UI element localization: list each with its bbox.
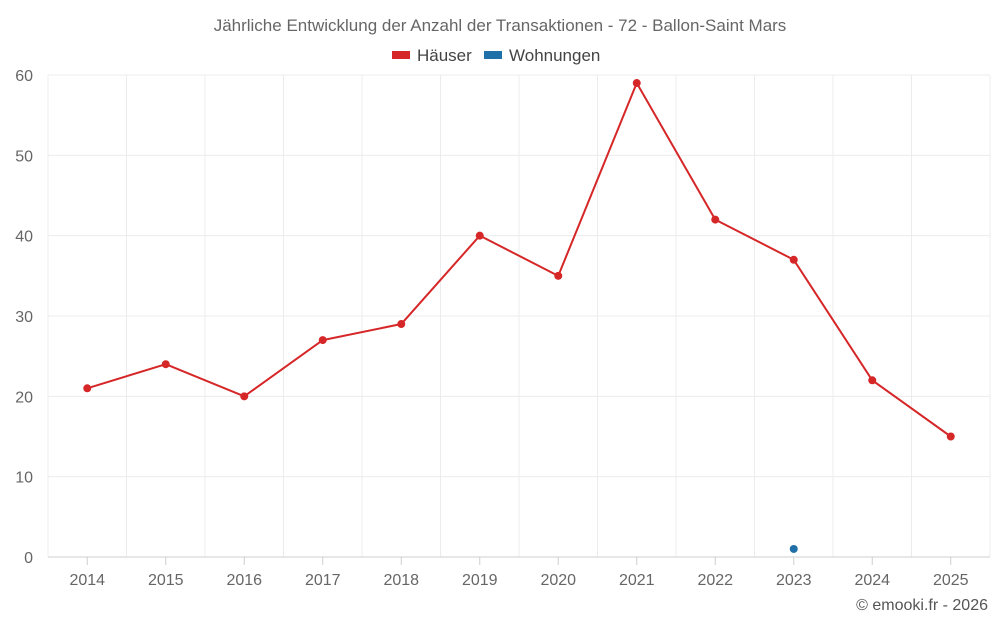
y-tick-label: 60 (15, 68, 33, 85)
x-tick-label: 2018 (383, 572, 419, 589)
data-point-haeuser[interactable] (397, 320, 406, 329)
x-tick-label: 2022 (697, 572, 733, 589)
legend-label-haeuser: Häuser (417, 46, 472, 65)
data-point-haeuser[interactable] (789, 255, 798, 264)
x-tick-label: 2014 (69, 572, 105, 589)
legend-item-wohnungen[interactable]: Wohnungen (484, 46, 600, 65)
y-tick-label: 0 (24, 550, 33, 567)
data-point-haeuser[interactable] (632, 79, 641, 88)
data-point-haeuser[interactable] (161, 360, 170, 369)
gridlines (47, 74, 991, 557)
data-point-haeuser[interactable] (711, 215, 720, 224)
y-tick-label: 30 (15, 309, 33, 326)
data-point-haeuser[interactable] (240, 392, 249, 401)
y-tick-label: 20 (15, 389, 33, 406)
data-point-haeuser[interactable] (554, 271, 563, 280)
x-tick-label: 2021 (619, 572, 655, 589)
legend-item-haeuser[interactable]: Häuser (392, 46, 472, 65)
axes: 0 10 20 30 40 50 60 2014 2015 2016 2017 2018 2019 202… (15, 68, 990, 589)
legend: Häuser Wohnungen (392, 46, 600, 65)
data-point-haeuser[interactable] (868, 376, 877, 385)
data-point-haeuser[interactable] (318, 336, 327, 345)
series (83, 79, 955, 553)
y-tick-label: 40 (15, 229, 33, 246)
x-tick-label: 2025 (933, 572, 969, 589)
data-point-haeuser[interactable] (475, 231, 484, 240)
credit-text: © emooki.fr - 2026 (856, 597, 988, 614)
legend-label-wohnungen: Wohnungen (509, 46, 600, 65)
x-tick-label: 2019 (462, 572, 498, 589)
y-tick-label: 50 (15, 148, 33, 165)
data-point-haeuser[interactable] (946, 432, 955, 441)
data-point-haeuser[interactable] (83, 384, 92, 393)
x-tick-label: 2023 (776, 572, 812, 589)
legend-swatch-wohnungen (484, 51, 502, 59)
data-point-wohnungen[interactable] (789, 544, 798, 553)
x-tick-label: 2015 (148, 572, 184, 589)
series-line-haeuser (86, 82, 952, 438)
y-tick-label: 10 (15, 470, 33, 487)
x-tick-label: 2016 (226, 572, 262, 589)
legend-swatch-haeuser (392, 51, 410, 59)
chart-title: Jährliche Entwicklung der Anzahl der Tra… (214, 16, 787, 35)
x-tick-label: 2020 (540, 572, 576, 589)
x-tick-label: 2017 (305, 572, 341, 589)
x-tick-label: 2024 (854, 572, 890, 589)
